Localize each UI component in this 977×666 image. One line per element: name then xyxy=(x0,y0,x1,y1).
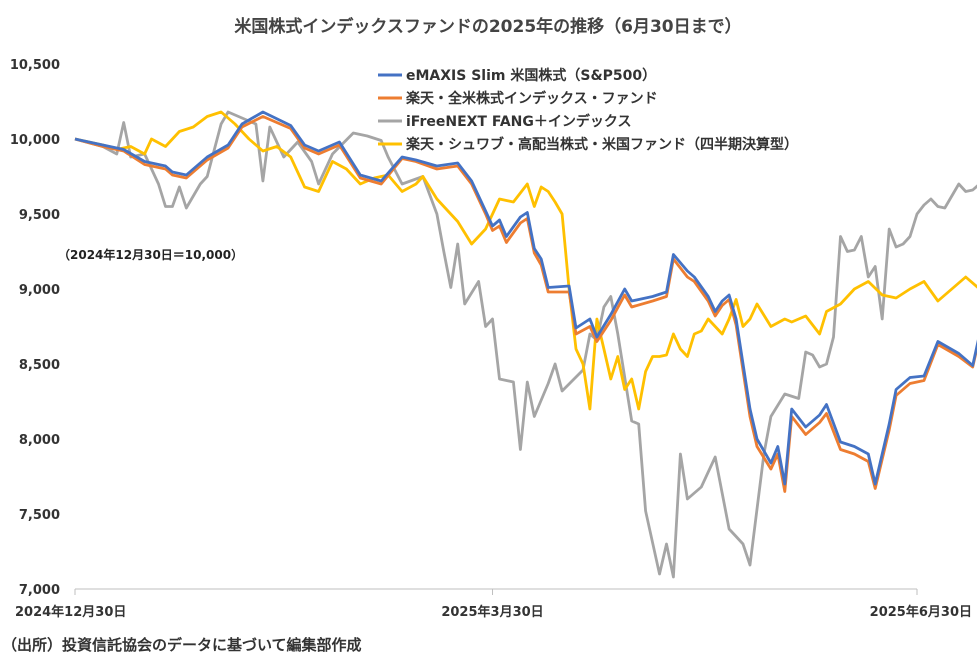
legend: eMAXIS Slim 米国株式（S&P500） 楽天・全米株式インデックス・ファ… xyxy=(378,67,798,153)
legend-label: eMAXIS Slim 米国株式（S&P500） xyxy=(406,67,656,84)
y-tick-label: 9,500 xyxy=(19,208,60,223)
y-tick-label: 7,000 xyxy=(19,583,60,598)
series-lines xyxy=(74,110,977,579)
x-tick-label: 2025年6月30日 xyxy=(870,604,972,620)
series-line xyxy=(74,110,977,486)
y-tick-label: 8,500 xyxy=(19,358,60,373)
chart-title: 米国株式インデックスファンドの2025年の推移（6月30日まで） xyxy=(234,16,741,37)
y-tick-label: 9,000 xyxy=(19,283,60,298)
base-date-note: （2024年12月30日＝10,000） xyxy=(58,247,243,262)
y-tick-label: 10,000 xyxy=(10,133,60,148)
x-tick-label: 2025年3月30日 xyxy=(441,604,543,620)
y-tick-label: 10,500 xyxy=(10,58,60,73)
series-line xyxy=(74,110,977,411)
y-axis: 7,000 7,500 8,000 8,500 9,000 9,500 10,000 10,5… xyxy=(10,58,60,598)
source-note: （出所）投資信託協会のデータに基づいて編集部作成 xyxy=(2,636,362,654)
y-tick-label: 8,000 xyxy=(19,433,60,448)
y-tick-label: 7,500 xyxy=(19,508,60,523)
series-line xyxy=(74,110,977,579)
legend-label: 楽天・シュワブ・高配当株式・米国ファンド（四半期決算型） xyxy=(405,136,798,153)
x-tick-label: 2024年12月30日 xyxy=(15,604,126,620)
x-axis: 2024年12月30日 2025年3月30日 2025年6月30日 xyxy=(15,588,972,620)
legend-label: 楽天・全米株式インデックス・ファンド xyxy=(405,90,658,107)
series-line xyxy=(74,115,977,493)
legend-label: iFreeNEXT FANG＋インデックス xyxy=(406,113,631,130)
